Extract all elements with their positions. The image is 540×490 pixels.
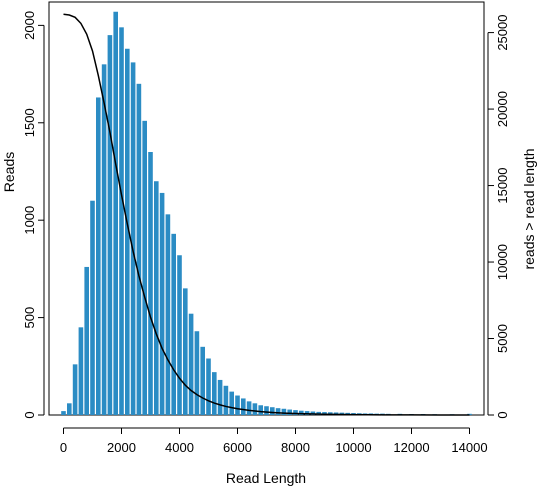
y2-tick-label: 20000 xyxy=(495,91,510,127)
histogram-bar xyxy=(90,200,95,415)
histogram-bar xyxy=(275,408,281,415)
histogram-bar xyxy=(258,405,263,415)
histogram-bar xyxy=(61,411,66,415)
y-tick-label: 500 xyxy=(22,307,37,329)
y2-tick-label: 15000 xyxy=(495,167,510,203)
histogram-bar xyxy=(194,331,200,415)
line-layer xyxy=(63,13,470,416)
histogram-bar xyxy=(299,410,304,415)
histogram-bar xyxy=(113,11,118,416)
histogram-bar xyxy=(78,327,84,415)
histogram-bar xyxy=(148,152,153,415)
y-tick-label: 0 xyxy=(22,411,37,418)
histogram-bar xyxy=(142,120,147,415)
histogram-bar xyxy=(287,409,292,415)
histogram-bar xyxy=(125,48,130,415)
histogram-bar xyxy=(130,62,136,415)
histogram-bar xyxy=(72,364,78,415)
histogram-bar xyxy=(96,97,101,416)
histogram-bar xyxy=(154,181,159,415)
histogram-bar xyxy=(206,358,211,415)
x-axis: 0 2000 4000 6000 8000 10000 12000 14000 xyxy=(60,427,488,455)
histogram-bar xyxy=(293,410,298,415)
y2-tick-label: 5000 xyxy=(495,324,510,353)
histogram-bar xyxy=(223,385,229,415)
y-tick-label: 2000 xyxy=(22,11,37,40)
histogram-bar xyxy=(67,403,72,415)
y-axis-title: Reads xyxy=(1,152,17,192)
histogram-bar xyxy=(136,83,142,415)
y-tick-label: 1500 xyxy=(22,108,37,137)
histogram-bar xyxy=(270,407,275,415)
x-tick-label: 0 xyxy=(60,440,67,455)
y2-tick-label: 0 xyxy=(495,411,510,418)
histogram-bar xyxy=(119,27,124,416)
y2-axis-title: reads > read length xyxy=(521,148,537,269)
histogram-bar xyxy=(107,35,113,416)
x-tick-label: 12000 xyxy=(393,440,429,455)
histogram-bar xyxy=(252,403,258,415)
y2-tick-label: 10000 xyxy=(495,244,510,280)
x-tick-label: 6000 xyxy=(223,440,252,455)
histogram-bar xyxy=(84,266,89,415)
histogram-bar xyxy=(177,255,182,415)
cumulative-reads-line xyxy=(63,13,470,416)
histogram-bar xyxy=(188,313,194,415)
histogram-bar xyxy=(165,214,171,415)
x-tick-label: 10000 xyxy=(335,440,371,455)
x-tick-label: 14000 xyxy=(451,440,487,455)
histogram-bar xyxy=(229,391,234,415)
histogram-bar xyxy=(235,395,240,415)
y-tick-label: 1000 xyxy=(22,206,37,235)
x-tick-label: 2000 xyxy=(107,440,136,455)
histogram-bar xyxy=(159,192,165,415)
histogram-bar xyxy=(212,372,217,415)
histogram-bar xyxy=(304,411,310,415)
y2-tick-label: 25000 xyxy=(495,15,510,51)
histogram-bar xyxy=(217,379,223,415)
x-axis-title: Read Length xyxy=(226,470,306,486)
histogram-bar xyxy=(200,346,205,415)
bars-layer xyxy=(61,11,472,416)
y-axis-left: 0 500 1000 1500 2000 xyxy=(22,11,45,419)
x-tick-label: 8000 xyxy=(281,440,310,455)
histogram-bar xyxy=(101,64,107,415)
x-tick-label: 4000 xyxy=(165,440,194,455)
histogram-bar xyxy=(171,233,176,415)
histogram-bar xyxy=(183,288,188,415)
histogram-bar xyxy=(264,406,269,415)
histogram-bar xyxy=(241,398,246,415)
histogram-bar xyxy=(246,401,252,415)
histogram-bar xyxy=(281,408,287,415)
y-axis-right: 0 5000 10000 15000 20000 25000 xyxy=(487,15,510,419)
